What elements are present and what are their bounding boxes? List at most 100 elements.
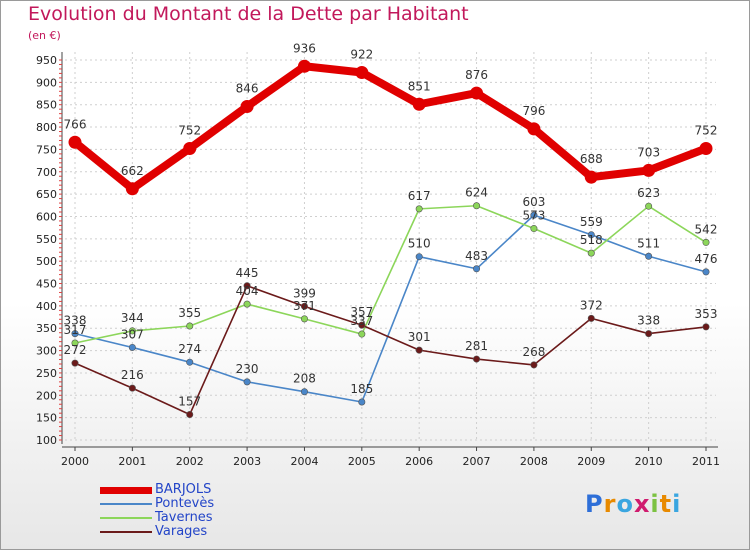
data-label: 559 (580, 215, 603, 229)
data-point-varages (71, 359, 79, 367)
data-point-pontevès (702, 268, 710, 276)
data-point-varages (473, 355, 481, 363)
data-label: 476 (695, 252, 718, 266)
data-point-varages (530, 361, 538, 369)
data-point-pontevès (473, 265, 481, 273)
logo-letter: o (616, 490, 634, 518)
data-point-barjols (297, 59, 311, 73)
data-point-barjols (470, 86, 484, 100)
data-point-varages (645, 330, 653, 338)
data-label: 268 (522, 345, 545, 359)
y-tick-label: 550 (36, 233, 57, 246)
data-label: 936 (293, 41, 316, 55)
data-point-tavernes (702, 238, 710, 246)
y-tick-label: 250 (36, 367, 57, 380)
series (68, 59, 713, 419)
data-point-barjols (355, 66, 369, 80)
data-point-pontevès (587, 231, 595, 239)
data-label: 483 (465, 249, 488, 263)
data-label: 338 (637, 314, 660, 328)
legend-label: Pontevès (155, 496, 215, 511)
data-label: 307 (121, 327, 144, 341)
legend: BARJOLS Pontevès Tavernes Varages (100, 483, 214, 539)
x-tick-label: 2008 (520, 455, 548, 468)
data-label: 703 (637, 145, 660, 159)
legend-item-barjols: BARJOLS (100, 483, 214, 497)
data-point-barjols (699, 142, 713, 156)
data-point-tavernes (587, 249, 595, 257)
data-point-varages (128, 384, 136, 392)
x-tick-label: 2009 (577, 455, 605, 468)
chart-title: Evolution du Montant de la Dette par Hab… (28, 3, 469, 25)
data-point-pontevès (358, 398, 366, 406)
data-label: 371 (293, 299, 316, 313)
data-label: 688 (580, 152, 603, 166)
y-tick-label: 800 (36, 121, 57, 134)
data-point-pontevès (128, 343, 136, 351)
data-label: 301 (408, 330, 431, 344)
legend-swatch (100, 503, 152, 505)
data-label: 617 (408, 189, 431, 203)
y-tick-label: 700 (36, 166, 57, 179)
data-label: 355 (178, 306, 201, 320)
y-tick-label: 150 (36, 412, 57, 425)
logo-letter: P (585, 490, 604, 518)
x-tick-label: 2000 (61, 455, 89, 468)
data-label: 511 (637, 236, 660, 250)
data-label: 281 (465, 339, 488, 353)
data-label: 624 (465, 186, 488, 200)
y-tick-label: 450 (36, 278, 57, 291)
data-label: 573 (522, 209, 545, 223)
y-tick-label: 400 (36, 300, 57, 313)
logo-letter: t (659, 490, 673, 518)
legend-item-pontevès: Pontevès (100, 497, 214, 511)
x-tick-label: 2004 (290, 455, 318, 468)
axes: 100 150 200 250 300 350 400 450 500 550 600 650 700 7… (36, 52, 720, 468)
logo-letter: x (633, 490, 651, 518)
data-label: 518 (580, 233, 603, 247)
data-label: 353 (695, 307, 718, 321)
data-label: 876 (465, 68, 488, 82)
y-tick-label: 750 (36, 143, 57, 156)
y-tick-label: 650 (36, 188, 57, 201)
data-point-barjols (584, 170, 598, 184)
data-point-pontevès (300, 388, 308, 396)
data-point-barjols (642, 163, 656, 177)
y-tick-label: 950 (36, 54, 57, 67)
data-label: 510 (408, 237, 431, 251)
data-label: 922 (350, 48, 373, 62)
legend-label: Varages (155, 524, 208, 539)
series-line-varages (74, 284, 707, 416)
data-point-pontevès (530, 211, 538, 219)
legend-swatch (100, 517, 152, 519)
data-point-barjols (527, 122, 541, 136)
data-label: 216 (121, 368, 144, 382)
data-label: 752 (178, 124, 201, 138)
data-point-barjols (240, 99, 254, 113)
data-point-pontevès (243, 378, 251, 386)
data-point-pontevès (415, 253, 423, 261)
y-tick-label: 300 (36, 345, 57, 358)
data-label: 851 (408, 79, 431, 93)
data-point-barjols (183, 142, 197, 156)
x-tick-label: 2002 (176, 455, 204, 468)
y-tick-label: 500 (36, 255, 57, 268)
data-point-varages (300, 302, 308, 310)
x-tick-label: 2001 (118, 455, 146, 468)
data-label: 317 (64, 323, 87, 337)
y-tick-label: 850 (36, 99, 57, 112)
y-tick-label: 350 (36, 322, 57, 335)
legend-item-varages: Varages (100, 525, 214, 539)
y-tick-label: 600 (36, 210, 57, 223)
legend-item-tavernes: Tavernes (100, 511, 214, 525)
data-label: 230 (236, 362, 259, 376)
legend-swatch (100, 531, 152, 533)
x-tick-label: 2007 (463, 455, 491, 468)
chart-subtitle: (en €) (28, 29, 61, 42)
data-label: 185 (350, 382, 373, 396)
data-label: 542 (695, 222, 718, 236)
x-tick-label: 2010 (635, 455, 663, 468)
data-point-varages (243, 282, 251, 290)
